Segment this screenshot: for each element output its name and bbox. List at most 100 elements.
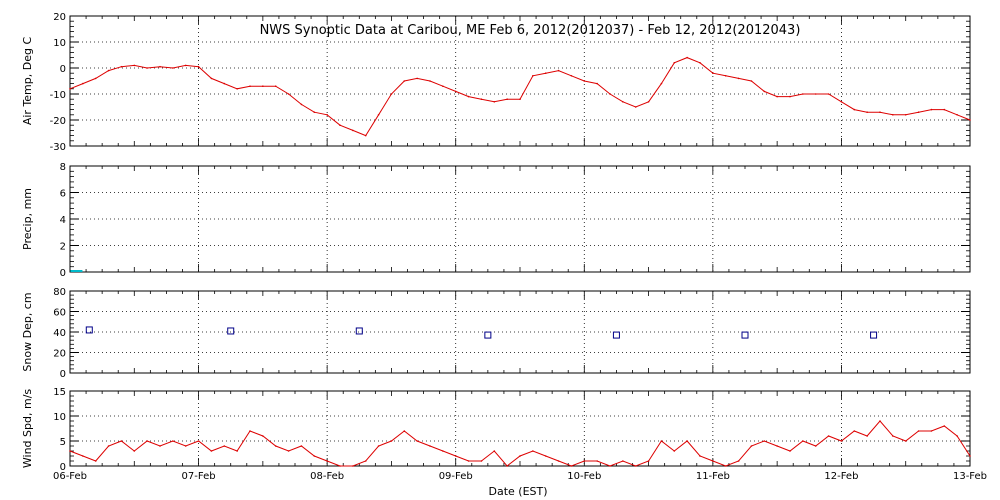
data-point [287, 450, 290, 452]
data-point [120, 65, 123, 68]
y-tick-label: 60 [53, 308, 66, 319]
data-point [339, 465, 341, 467]
chart-title: NWS Synoptic Data at Caribou, ME Feb 6, … [260, 23, 801, 38]
data-point [429, 445, 431, 447]
data-point [544, 72, 547, 74]
data-point [750, 445, 753, 447]
data-point [107, 69, 110, 72]
data-point [236, 450, 238, 452]
data-point [673, 450, 676, 452]
y-axis-label: Wind Spd, m/s [21, 389, 34, 469]
data-point [249, 430, 251, 432]
y-tick-label: 0 [60, 462, 66, 473]
data-point [262, 85, 264, 87]
data-point [724, 75, 727, 77]
data-point [724, 465, 727, 467]
data-point [69, 88, 71, 90]
y-tick-label: 15 [53, 387, 66, 398]
panel-0: -30 -20 -10 0 10 20 Air Temp, Deg C [21, 12, 971, 153]
y-tick-label: -20 [50, 116, 66, 127]
data-point [300, 445, 303, 447]
data-point [544, 455, 547, 457]
data-point [480, 98, 483, 100]
data-point [390, 440, 393, 442]
y-tick-label: -10 [50, 90, 66, 101]
data-point [699, 62, 701, 64]
data-point [210, 77, 213, 80]
data-point [866, 111, 868, 113]
data-point [930, 108, 933, 111]
y-tick-label: 6 [60, 189, 66, 200]
data-point [300, 103, 303, 106]
y-tick-label: 4 [60, 215, 66, 226]
panel-frame [69, 390, 971, 467]
data-point [969, 119, 971, 121]
data-point [814, 445, 817, 447]
data-point [223, 445, 226, 447]
data-point [892, 435, 894, 437]
snow-depth-marker [612, 331, 620, 339]
y-tick-label: 80 [53, 287, 66, 298]
data-point [789, 95, 791, 98]
data-point [454, 90, 457, 93]
y-axis-label: Snow Dep, cm [21, 292, 34, 371]
data-point [274, 85, 277, 87]
data-point [197, 440, 200, 442]
data-point [609, 93, 611, 95]
data-point [94, 460, 97, 462]
data-point [172, 440, 174, 442]
data-point [377, 445, 380, 447]
data-point [917, 430, 920, 432]
data-point [313, 111, 316, 113]
data-point [377, 114, 380, 116]
data-point [904, 440, 907, 442]
data-point [519, 455, 521, 457]
data-point [532, 450, 534, 452]
data-point [814, 93, 817, 95]
data-point [853, 108, 856, 111]
data-point [583, 460, 586, 462]
data-point [107, 445, 110, 447]
data-point [776, 445, 778, 447]
data-point [943, 425, 946, 427]
data-point [827, 435, 830, 437]
x-tick-label: 06-Feb [53, 471, 87, 482]
data-point [159, 445, 161, 447]
data-point [686, 56, 688, 59]
data-point [570, 465, 573, 467]
data-point [557, 69, 560, 72]
data-point [352, 465, 354, 467]
data-point [609, 465, 611, 467]
data-point [763, 90, 766, 93]
data-point [622, 101, 624, 103]
data-point [827, 93, 830, 95]
data-point [313, 455, 316, 457]
data-point [956, 114, 958, 116]
data-point [686, 440, 688, 442]
data-point [634, 106, 637, 108]
data-point [326, 460, 328, 462]
y-axis-label: Air Temp, Deg C [21, 37, 34, 126]
data-point [557, 460, 560, 462]
data-point [197, 65, 200, 68]
data-point [210, 450, 213, 452]
snow-depth-marker [227, 327, 235, 335]
data-point [442, 450, 444, 452]
data-point [82, 455, 84, 457]
data-point [596, 460, 598, 462]
data-point [467, 460, 470, 462]
y-tick-label: 20 [53, 349, 66, 360]
panel-frame [69, 15, 971, 147]
data-point [699, 455, 701, 457]
y-tick-label: 0 [60, 369, 66, 380]
x-tick-label: 07-Feb [182, 471, 216, 482]
data-point [956, 435, 958, 437]
data-point [416, 77, 418, 80]
data-point [583, 80, 586, 82]
data-point [712, 72, 714, 74]
snow-depth-marker [870, 331, 878, 339]
x-tick-label: 13-Feb [953, 471, 987, 482]
data-point [146, 440, 148, 442]
data-point [159, 65, 161, 68]
